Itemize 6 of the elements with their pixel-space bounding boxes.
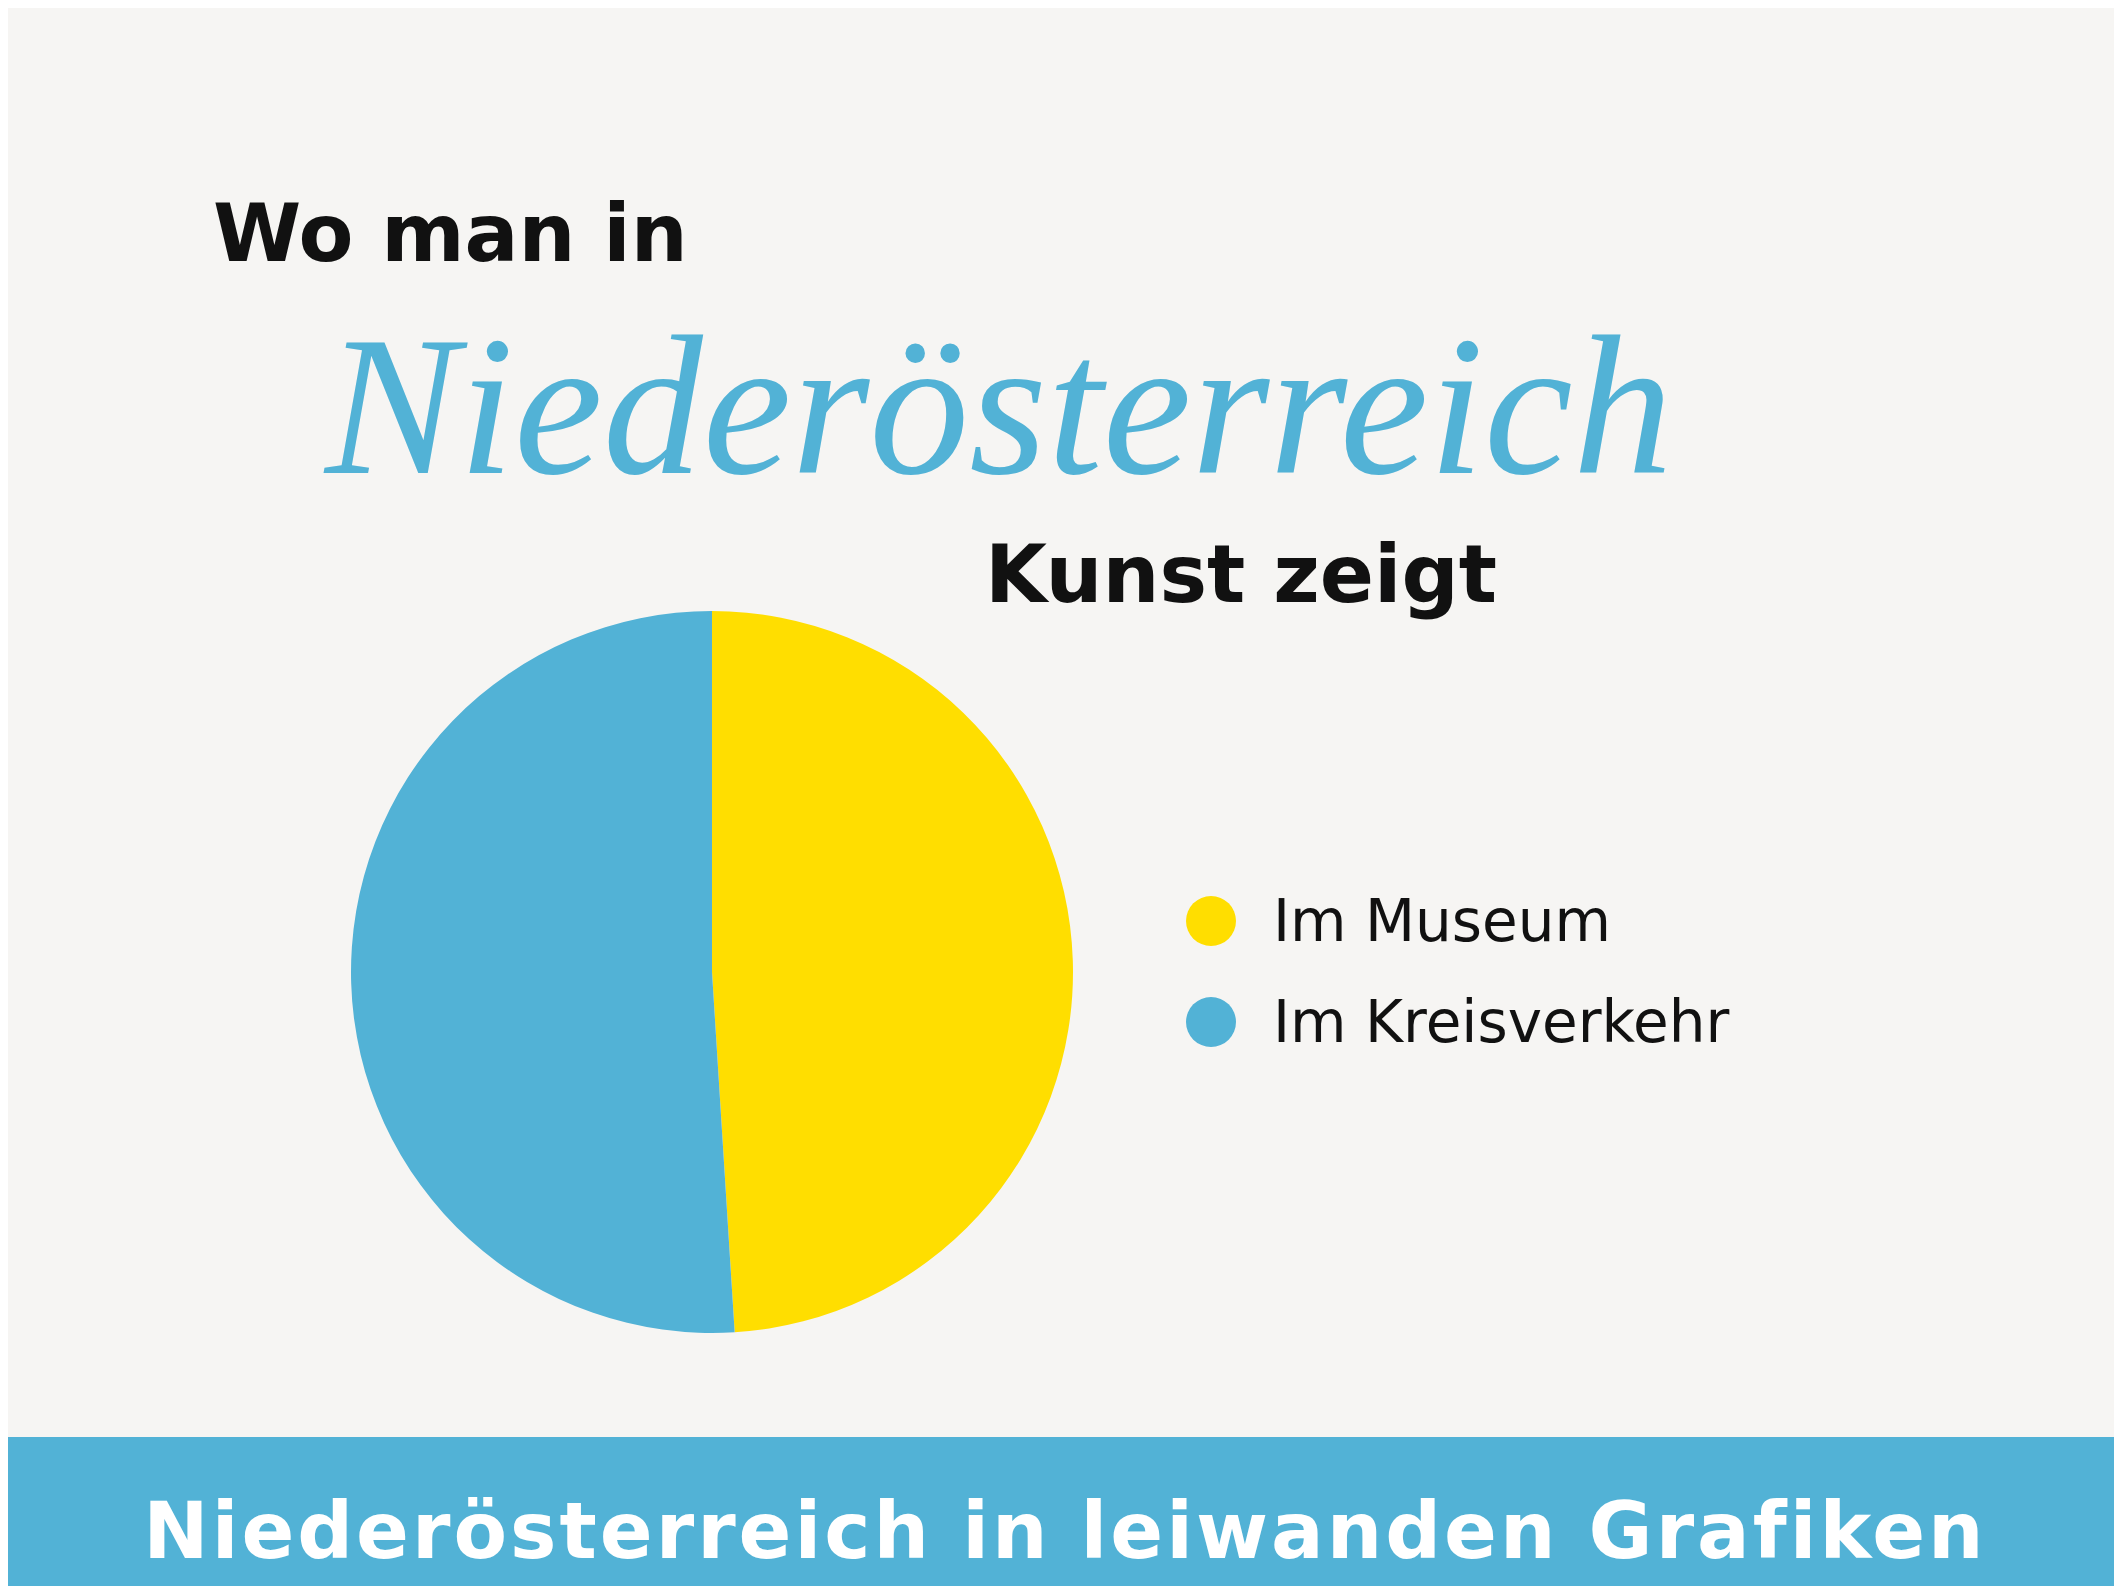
legend-label: Im Kreisverkehr bbox=[1273, 988, 1730, 1056]
pie-slice bbox=[351, 611, 735, 1333]
text: Niederösterreich in leiwanden Grafiken bbox=[143, 1486, 1987, 1576]
chart-title: Wo man in Niederösterreich Kunst zeigt bbox=[213, 187, 1673, 621]
legend-label: Im Museum bbox=[1273, 887, 1612, 955]
pie-slice bbox=[712, 611, 1073, 1333]
